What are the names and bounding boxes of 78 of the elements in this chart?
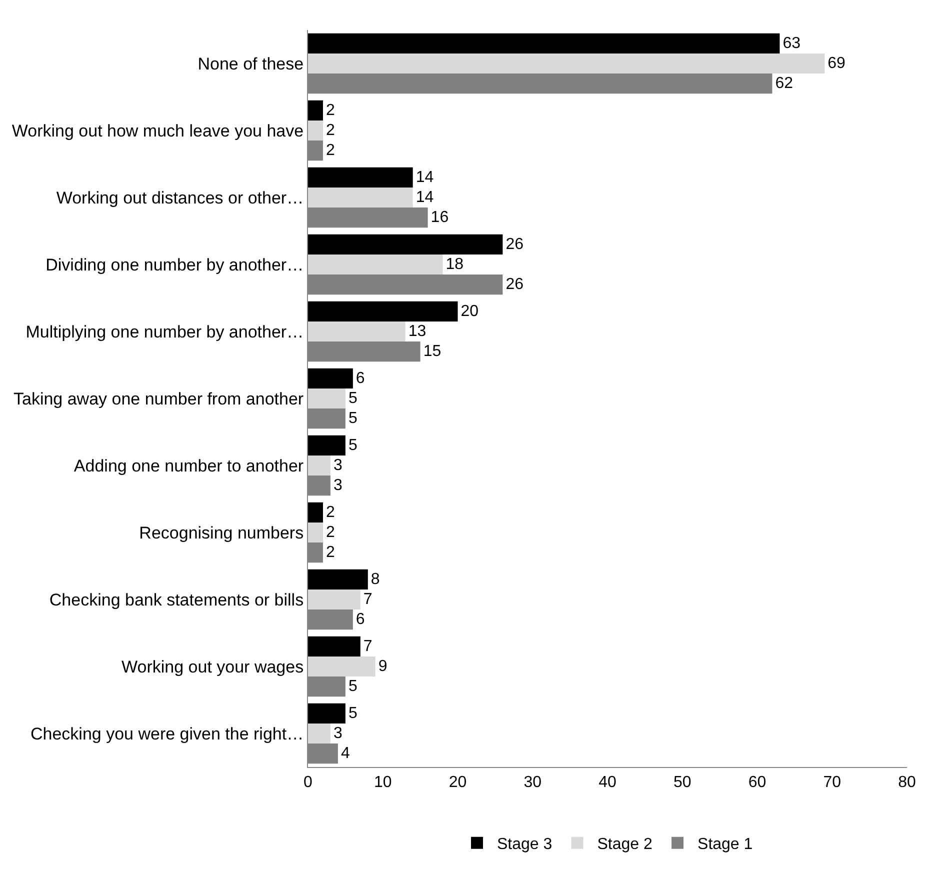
data-label: 2 <box>326 122 335 139</box>
data-label: 5 <box>348 436 358 454</box>
bar <box>308 187 413 208</box>
data-label: 7 <box>363 638 372 655</box>
y-tick-label: Taking away one number from another <box>13 389 304 408</box>
data-label: 5 <box>348 390 358 407</box>
bar <box>308 569 368 590</box>
data-label: 3 <box>333 477 342 494</box>
bar <box>308 455 330 476</box>
data-label: 3 <box>333 457 342 474</box>
legend-label: Stage 1 <box>698 836 753 854</box>
bar <box>308 435 346 456</box>
bar <box>308 120 323 141</box>
bar <box>308 100 323 120</box>
y-tick-label: Checking you were given the right… <box>30 724 304 744</box>
y-tick-label: Adding one number to another <box>74 456 304 476</box>
x-tick-label: 60 <box>748 774 766 792</box>
data-label: 9 <box>378 658 388 675</box>
data-label: 6 <box>356 611 365 628</box>
data-label: 5 <box>348 410 358 428</box>
bar <box>308 723 330 744</box>
data-label: 6 <box>356 370 365 387</box>
bar <box>308 388 346 409</box>
data-label: 62 <box>775 75 794 92</box>
legend-label: Stage 3 <box>497 836 552 854</box>
y-tick-label: Checking bank statements or bills <box>49 590 304 610</box>
data-label: 20 <box>460 302 479 320</box>
data-label: 2 <box>326 504 335 521</box>
y-tick-label: Multiplying one number by another… <box>26 322 304 342</box>
bar <box>308 254 443 275</box>
x-tick-label: 0 <box>304 774 313 792</box>
y-tick-label: Dividing one number by another… <box>46 255 304 274</box>
data-label: 14 <box>416 189 434 206</box>
x-tick-label: 30 <box>524 774 542 792</box>
data-label: 13 <box>408 323 426 340</box>
bar <box>308 33 780 54</box>
data-label: 2 <box>326 102 335 119</box>
legend-label: Stage 2 <box>597 836 653 854</box>
x-tick-label: 80 <box>898 774 916 792</box>
x-tick-label: 70 <box>823 774 842 792</box>
data-label: 14 <box>416 168 434 186</box>
data-label: 2 <box>326 544 335 562</box>
x-tick-label: 20 <box>448 774 467 792</box>
x-tick-label: 40 <box>598 774 616 792</box>
bar <box>308 636 360 656</box>
bar <box>308 368 353 388</box>
data-label: 5 <box>348 704 358 722</box>
x-tick-label: 50 <box>673 774 692 792</box>
bar <box>308 703 346 724</box>
data-label: 26 <box>506 236 524 253</box>
data-label: 18 <box>446 256 464 273</box>
bar <box>308 234 503 254</box>
x-tick-label: 10 <box>374 774 392 792</box>
data-label: 4 <box>340 745 350 762</box>
bar <box>308 656 376 677</box>
bar <box>308 301 458 322</box>
data-label: 7 <box>363 591 372 608</box>
bar <box>308 167 413 188</box>
data-label: 69 <box>828 55 846 72</box>
data-label: 2 <box>326 524 335 541</box>
data-label: 63 <box>782 34 801 52</box>
data-label: 5 <box>348 678 358 696</box>
y-tick-label: Working out your wages <box>122 657 304 676</box>
y-tick-label: Working out how much leave you have <box>12 121 304 140</box>
y-tick-label: Working out distances or other… <box>56 188 304 208</box>
data-label: 3 <box>333 725 342 742</box>
bar <box>308 321 406 342</box>
data-label: 15 <box>423 343 442 360</box>
bar <box>308 53 825 74</box>
bar <box>308 522 323 543</box>
y-tick-label: None of these <box>198 54 304 74</box>
data-label: 8 <box>370 570 380 588</box>
bar <box>308 589 360 610</box>
bar <box>308 502 323 522</box>
data-label: 2 <box>326 142 335 160</box>
data-label: 16 <box>430 209 449 226</box>
y-tick-label: Recognising numbers <box>139 523 304 542</box>
data-label: 26 <box>506 276 524 294</box>
